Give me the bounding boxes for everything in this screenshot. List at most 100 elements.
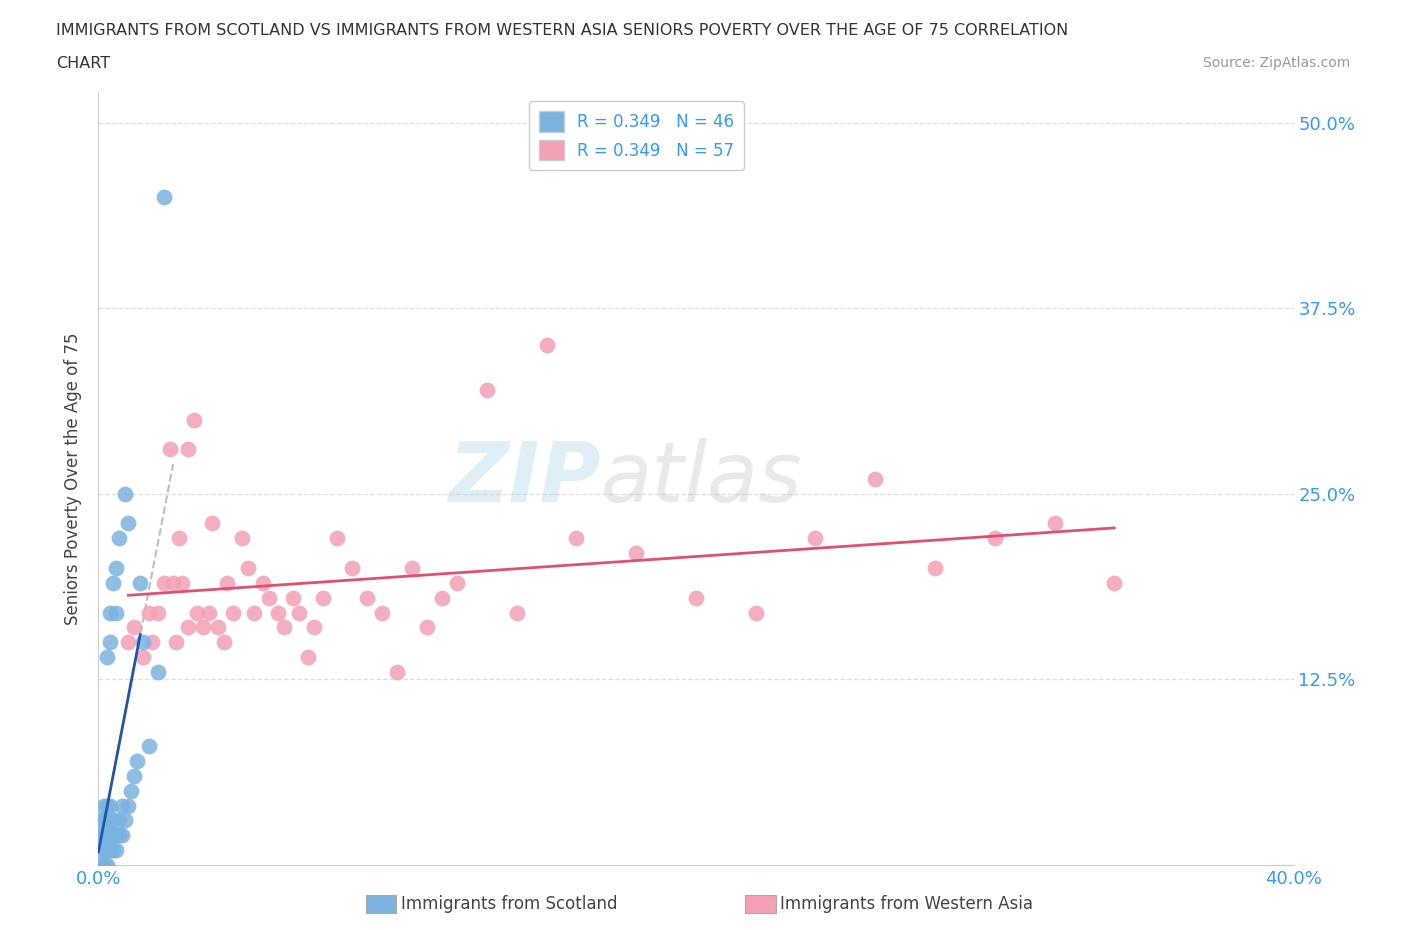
Point bbox=[416, 620, 439, 635]
Point bbox=[685, 591, 707, 605]
Point bbox=[93, 843, 115, 857]
Point bbox=[108, 828, 131, 843]
Point bbox=[172, 576, 194, 591]
Point bbox=[148, 665, 170, 680]
Point bbox=[222, 605, 245, 620]
Point bbox=[120, 783, 142, 798]
Point bbox=[183, 412, 205, 427]
Point bbox=[108, 531, 131, 546]
Point bbox=[326, 531, 349, 546]
Point bbox=[141, 635, 163, 650]
Point bbox=[342, 561, 364, 576]
Point bbox=[287, 605, 309, 620]
Point bbox=[90, 843, 112, 857]
Point bbox=[96, 798, 118, 813]
Point bbox=[207, 620, 229, 635]
Point bbox=[148, 605, 170, 620]
Point bbox=[114, 486, 136, 501]
Point bbox=[105, 843, 128, 857]
Point bbox=[215, 576, 238, 591]
Point bbox=[177, 442, 200, 457]
Point bbox=[236, 561, 259, 576]
Point bbox=[506, 605, 529, 620]
Point bbox=[159, 442, 181, 457]
Point bbox=[93, 828, 115, 843]
Point bbox=[124, 768, 146, 783]
Point bbox=[626, 546, 648, 561]
Point bbox=[302, 620, 325, 635]
Text: IMMIGRANTS FROM SCOTLAND VS IMMIGRANTS FROM WESTERN ASIA SENIORS POVERTY OVER TH: IMMIGRANTS FROM SCOTLAND VS IMMIGRANTS F… bbox=[56, 23, 1069, 38]
Point bbox=[167, 531, 190, 546]
Point bbox=[257, 591, 280, 605]
Point bbox=[117, 798, 139, 813]
Point bbox=[98, 605, 122, 620]
Point bbox=[105, 605, 128, 620]
Point bbox=[117, 635, 139, 650]
Point bbox=[201, 516, 224, 531]
Legend: R = 0.349   N = 46, R = 0.349   N = 57: R = 0.349 N = 46, R = 0.349 N = 57 bbox=[529, 101, 744, 170]
Point bbox=[98, 843, 122, 857]
Point bbox=[924, 561, 946, 576]
Point bbox=[804, 531, 827, 546]
Point bbox=[536, 338, 558, 352]
Point bbox=[98, 798, 122, 813]
Point bbox=[1043, 516, 1066, 531]
Point bbox=[475, 382, 498, 397]
Point bbox=[96, 813, 118, 828]
Point bbox=[153, 576, 176, 591]
Point bbox=[385, 665, 409, 680]
Point bbox=[96, 857, 118, 872]
Point bbox=[98, 813, 122, 828]
Point bbox=[267, 605, 290, 620]
Point bbox=[105, 828, 128, 843]
Text: Immigrants from Western Asia: Immigrants from Western Asia bbox=[780, 895, 1033, 913]
Point bbox=[311, 591, 333, 605]
Text: atlas: atlas bbox=[600, 438, 801, 520]
Point bbox=[984, 531, 1007, 546]
Point bbox=[98, 828, 122, 843]
Point bbox=[132, 635, 155, 650]
Point bbox=[252, 576, 274, 591]
Point bbox=[103, 813, 125, 828]
Point bbox=[162, 576, 184, 591]
Point bbox=[745, 605, 768, 620]
Point bbox=[103, 576, 125, 591]
Point bbox=[105, 561, 128, 576]
Y-axis label: Seniors Poverty Over the Age of 75: Seniors Poverty Over the Age of 75 bbox=[65, 333, 83, 625]
Point bbox=[129, 576, 152, 591]
Point bbox=[281, 591, 304, 605]
Text: Immigrants from Scotland: Immigrants from Scotland bbox=[401, 895, 617, 913]
Point bbox=[103, 828, 125, 843]
Point bbox=[132, 650, 155, 665]
Point bbox=[865, 472, 887, 486]
Point bbox=[371, 605, 394, 620]
Point bbox=[165, 635, 187, 650]
Point bbox=[127, 753, 149, 768]
Point bbox=[231, 531, 253, 546]
Point bbox=[93, 857, 115, 872]
Point bbox=[446, 576, 468, 591]
Point bbox=[138, 738, 160, 753]
Point bbox=[153, 190, 176, 205]
Point bbox=[96, 828, 118, 843]
Point bbox=[191, 620, 214, 635]
Point bbox=[96, 650, 118, 665]
Point bbox=[114, 813, 136, 828]
Point bbox=[93, 813, 115, 828]
Point bbox=[297, 650, 319, 665]
Point bbox=[356, 591, 378, 605]
Point bbox=[93, 798, 115, 813]
Point bbox=[96, 843, 118, 857]
Point bbox=[90, 828, 112, 843]
Point bbox=[198, 605, 221, 620]
Point bbox=[90, 813, 112, 828]
Point bbox=[103, 843, 125, 857]
Point bbox=[108, 813, 131, 828]
Point bbox=[98, 635, 122, 650]
Point bbox=[401, 561, 423, 576]
Point bbox=[243, 605, 266, 620]
Point bbox=[565, 531, 588, 546]
Point bbox=[90, 857, 112, 872]
Point bbox=[111, 828, 134, 843]
Point bbox=[1104, 576, 1126, 591]
